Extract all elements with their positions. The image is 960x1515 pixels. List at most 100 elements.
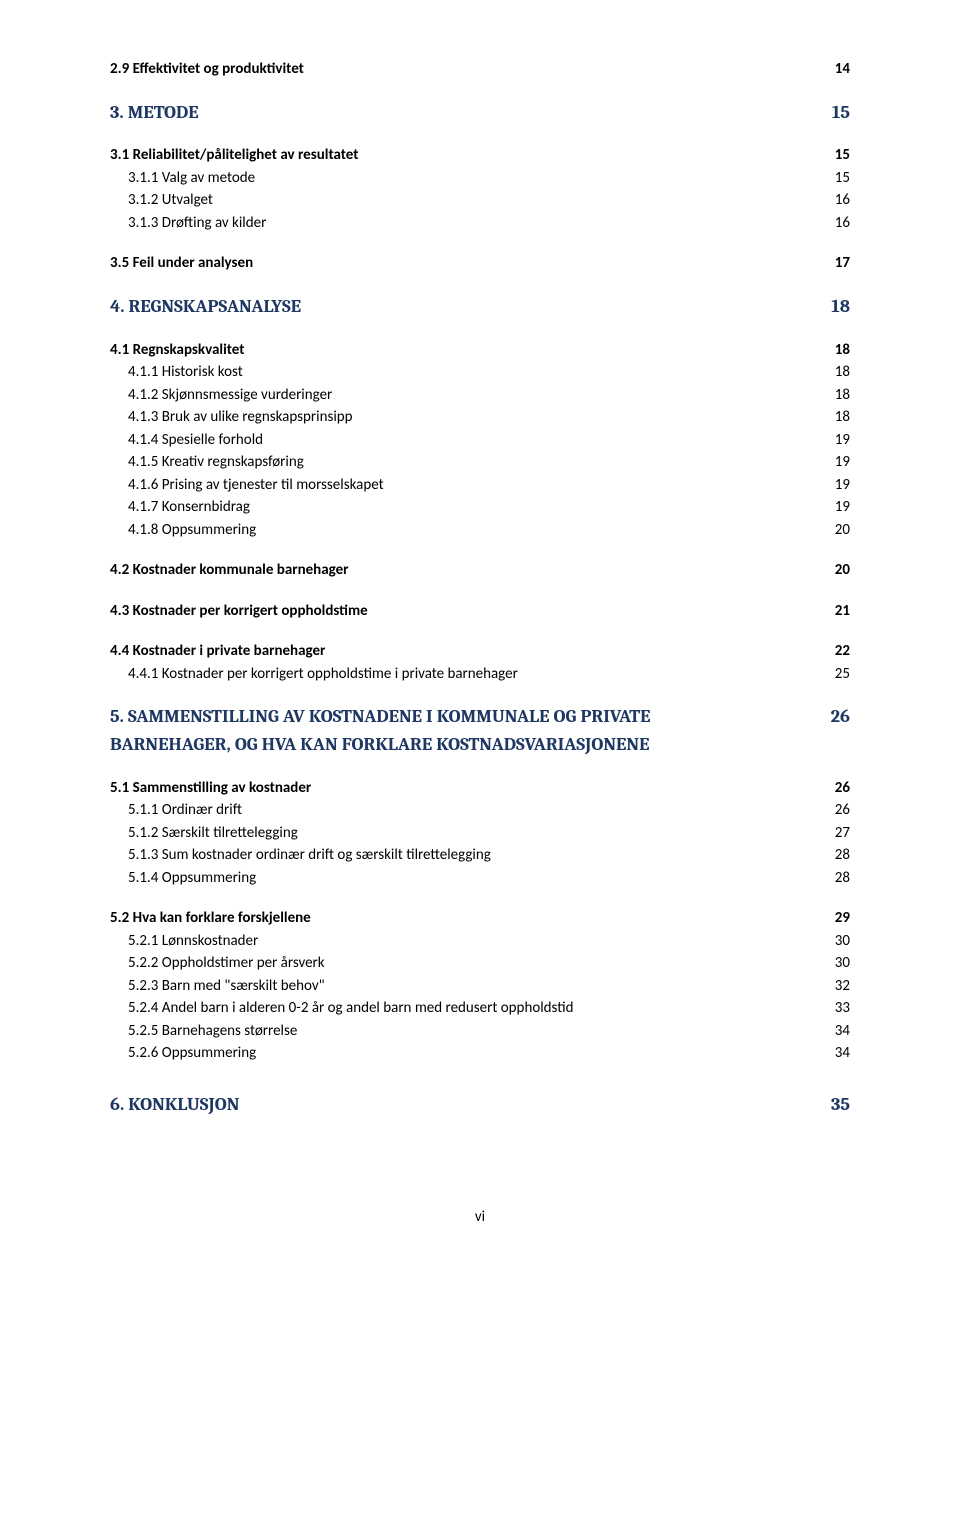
toc-entry[interactable]: 5.1.3 Sum kostnader ordinær drift og sær…: [110, 844, 850, 867]
toc-page: 20: [835, 519, 850, 542]
toc-entry[interactable]: 3.1.2 Utvalget 16: [110, 189, 850, 212]
toc-entry[interactable]: 4.3 Kostnader per korrigert oppholdstime…: [110, 600, 850, 623]
toc-page: 21: [835, 600, 850, 623]
toc-entry-heading[interactable]: 4. REGNSKAPSANALYSE 18: [110, 293, 850, 321]
toc-label: 3. METODE: [110, 99, 199, 127]
toc-entry[interactable]: 5.1.1 Ordinær drift 26: [110, 799, 850, 822]
toc-entry[interactable]: 5.2 Hva kan forklare forskjellene 29: [110, 907, 850, 930]
toc-label: 4.1.4 Spesielle forhold: [128, 429, 263, 452]
toc-entry-heading[interactable]: 6. KONKLUSJON 35: [110, 1091, 850, 1119]
toc-page: 15: [835, 144, 850, 167]
toc-page: 19: [835, 496, 850, 519]
toc-entry[interactable]: 4.2 Kostnader kommunale barnehager 20: [110, 559, 850, 582]
toc-entry[interactable]: 3.1.1 Valg av metode 15: [110, 167, 850, 190]
toc-label: 3.5 Feil under analysen: [110, 252, 253, 275]
toc-page: 18: [835, 384, 850, 407]
toc-page: 34: [835, 1042, 850, 1065]
toc-entry[interactable]: 4.1.1 Historisk kost 18: [110, 361, 850, 384]
page-number: vi: [110, 1208, 850, 1226]
toc-label: 4.1.3 Bruk av ulike regnskapsprinsipp: [128, 406, 353, 429]
toc-page: 30: [835, 930, 850, 953]
toc-entry[interactable]: 4.1.2 Skjønnsmessige vurderinger 18: [110, 384, 850, 407]
toc-page: 26: [831, 703, 850, 731]
page-number-text: vi: [475, 1208, 485, 1226]
toc-label: 4.1.7 Konsernbidrag: [128, 496, 250, 519]
toc-entry-heading[interactable]: 5. SAMMENSTILLING AV KOSTNADENE I KOMMUN…: [110, 703, 850, 759]
toc-label: 5.1.3 Sum kostnader ordinær drift og sær…: [128, 844, 491, 867]
toc-page: 19: [835, 429, 850, 452]
toc-page: 19: [835, 451, 850, 474]
toc-entry[interactable]: 4.1.6 Prising av tjenester til morsselsk…: [110, 474, 850, 497]
toc-page: 28: [835, 867, 850, 890]
toc-entry[interactable]: 5.2.6 Oppsummering 34: [110, 1042, 850, 1065]
toc-label: 5.2.2 Oppholdstimer per årsverk: [128, 952, 325, 975]
toc-page: 15: [835, 167, 850, 190]
toc-page: 18: [835, 406, 850, 429]
toc-page: 29: [835, 907, 850, 930]
toc-entry[interactable]: 3.1.3 Drøfting av kilder 16: [110, 212, 850, 235]
toc-label: 4.1.8 Oppsummering: [128, 519, 256, 542]
toc-label: 4.1 Regnskapskvalitet: [110, 339, 244, 362]
toc-entry[interactable]: 4.1.4 Spesielle forhold 19: [110, 429, 850, 452]
toc-page: 17: [835, 252, 850, 275]
toc-entry[interactable]: 4.1.3 Bruk av ulike regnskapsprinsipp 18: [110, 406, 850, 429]
toc-label: 4.4.1 Kostnader per korrigert oppholdsti…: [128, 663, 518, 686]
toc-page: 18: [835, 361, 850, 384]
toc-label: 4.1.6 Prising av tjenester til morsselsk…: [128, 474, 384, 497]
toc-page: 26: [835, 777, 850, 800]
toc-entry[interactable]: 4.1.8 Oppsummering 20: [110, 519, 850, 542]
toc-entry[interactable]: 4.4 Kostnader i private barnehager 22: [110, 640, 850, 663]
toc-entry[interactable]: 5.2.1 Lønnskostnader 30: [110, 930, 850, 953]
toc-label: 5. SAMMENSTILLING AV KOSTNADENE I KOMMUN…: [110, 703, 761, 759]
toc-entry[interactable]: 5.2.3 Barn med "særskilt behov" 32: [110, 975, 850, 998]
toc-page: 28: [835, 844, 850, 867]
toc-label: 4.4 Kostnader i private barnehager: [110, 640, 325, 663]
toc-entry[interactable]: 4.1 Regnskapskvalitet 18: [110, 339, 850, 362]
toc-page: 34: [835, 1020, 850, 1043]
toc-entry[interactable]: 4.1.7 Konsernbidrag 19: [110, 496, 850, 519]
toc-label: 5.1 Sammenstilling av kostnader: [110, 777, 311, 800]
toc-label: 6. KONKLUSJON: [110, 1091, 239, 1119]
toc-page: 33: [835, 997, 850, 1020]
toc-label: 5.1.2 Særskilt tilrettelegging: [128, 822, 298, 845]
toc-entry[interactable]: 5.1.2 Særskilt tilrettelegging 27: [110, 822, 850, 845]
toc-entry[interactable]: 2.9 Effektivitet og produktivitet 14: [110, 58, 850, 81]
toc-label: 5.1.1 Ordinær drift: [128, 799, 242, 822]
toc-entry[interactable]: 5.2.4 Andel barn i alderen 0-2 år og and…: [110, 997, 850, 1020]
toc-page: 32: [835, 975, 850, 998]
toc-label: 4.1.2 Skjønnsmessige vurderinger: [128, 384, 332, 407]
toc-label: 3.1.3 Drøfting av kilder: [128, 212, 266, 235]
toc-page: 22: [835, 640, 850, 663]
toc-page: 30: [835, 952, 850, 975]
toc-label: 4.2 Kostnader kommunale barnehager: [110, 559, 348, 582]
toc-page: 16: [835, 189, 850, 212]
toc-page: 15: [832, 99, 850, 127]
toc-page: 35: [831, 1091, 850, 1119]
toc-entry[interactable]: 5.2.5 Barnehagens størrelse 34: [110, 1020, 850, 1043]
toc-entry[interactable]: 3.1 Reliabilitet/pålitelighet av resulta…: [110, 144, 850, 167]
toc-entry[interactable]: 5.2.2 Oppholdstimer per årsverk 30: [110, 952, 850, 975]
toc-page: 26: [835, 799, 850, 822]
toc-label: 5.2.6 Oppsummering: [128, 1042, 256, 1065]
toc-label: 4.1.1 Historisk kost: [128, 361, 243, 384]
toc-label: 5.2.5 Barnehagens størrelse: [128, 1020, 297, 1043]
toc-page: 18: [835, 339, 850, 362]
toc-entry[interactable]: 3.5 Feil under analysen 17: [110, 252, 850, 275]
toc-label: 3.1.2 Utvalget: [128, 189, 213, 212]
toc-label: 5.2 Hva kan forklare forskjellene: [110, 907, 311, 930]
toc-entry[interactable]: 5.1 Sammenstilling av kostnader 26: [110, 777, 850, 800]
toc-label: 4.1.5 Kreativ regnskapsføring: [128, 451, 304, 474]
toc-label: 5.2.4 Andel barn i alderen 0-2 år og and…: [128, 997, 574, 1020]
toc-entry[interactable]: 5.1.4 Oppsummering 28: [110, 867, 850, 890]
toc-label: 5.2.3 Barn med "særskilt behov": [128, 975, 325, 998]
toc-entry-heading[interactable]: 3. METODE 15: [110, 99, 850, 127]
toc-label: 5.2.1 Lønnskostnader: [128, 930, 258, 953]
toc-entry[interactable]: 4.1.5 Kreativ regnskapsføring 19: [110, 451, 850, 474]
toc-label: 3.1.1 Valg av metode: [128, 167, 255, 190]
toc-page: 16: [835, 212, 850, 235]
toc-entry[interactable]: 4.4.1 Kostnader per korrigert oppholdsti…: [110, 663, 850, 686]
toc-page: 25: [835, 663, 850, 686]
toc-label: 5.1.4 Oppsummering: [128, 867, 256, 890]
toc-page: 14: [835, 58, 850, 81]
toc-page: 18: [831, 293, 850, 321]
